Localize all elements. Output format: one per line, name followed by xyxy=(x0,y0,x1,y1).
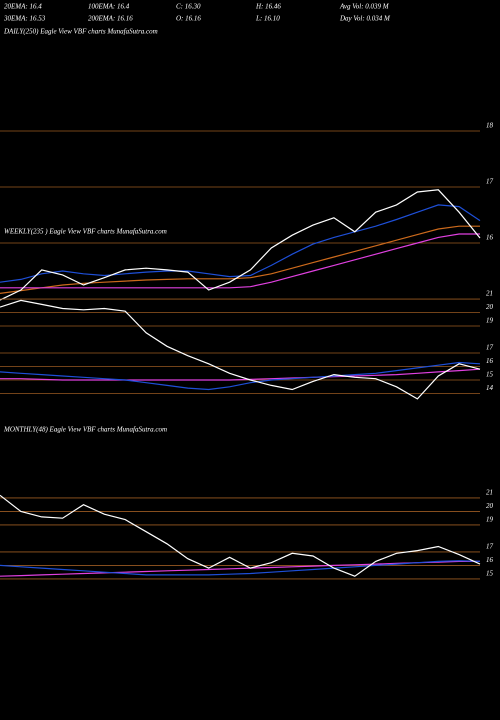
header-stat: Avg Vol: 0.039 M xyxy=(339,3,390,11)
y-tick-label: 16 xyxy=(486,234,494,242)
price-line xyxy=(0,233,480,289)
y-tick-label: 21 xyxy=(486,489,493,497)
y-tick-label: 15 xyxy=(486,570,494,578)
y-tick-label: 20 xyxy=(486,303,494,311)
y-tick-label: 17 xyxy=(486,344,494,352)
header-stat: 20EMA: 16.4 xyxy=(4,3,42,11)
header-stat: Day Vol: 0.034 M xyxy=(339,15,391,23)
y-tick-label: 16 xyxy=(486,357,494,365)
y-tick-label: 21 xyxy=(486,290,493,298)
header-stat: 100EMA: 16.4 xyxy=(88,3,130,11)
header-stat: O: 16.16 xyxy=(176,15,201,23)
price-line xyxy=(0,494,481,577)
y-tick-label: 14 xyxy=(486,384,494,392)
panel-title: WEEKLY(235 ) Eagle View VBF charts Munaf… xyxy=(4,228,167,236)
y-tick-label: 20 xyxy=(486,502,494,510)
header-stat: H: 16.46 xyxy=(255,3,281,11)
price-line xyxy=(0,361,481,391)
y-tick-label: 17 xyxy=(486,178,494,186)
y-tick-label: 16 xyxy=(486,556,494,564)
panel-title: DAILY(250) Eagle View VBF charts MunafaS… xyxy=(3,28,158,36)
header-stat: L: 16.10 xyxy=(255,15,280,23)
y-tick-label: 17 xyxy=(486,543,494,551)
header-stat: C: 16.30 xyxy=(176,3,201,11)
price-line xyxy=(0,299,481,400)
y-tick-label: 15 xyxy=(486,371,494,379)
header-stat: 30EMA: 16.53 xyxy=(3,15,46,23)
y-tick-label: 19 xyxy=(486,516,494,524)
header-stat: 200EMA: 16.16 xyxy=(88,15,133,23)
price-line xyxy=(0,189,481,301)
panel-title: MONTHLY(48) Eagle View VBF charts Munafa… xyxy=(3,426,167,434)
y-tick-label: 19 xyxy=(486,317,494,325)
price-line xyxy=(0,560,481,576)
price-line xyxy=(0,368,481,381)
price-line xyxy=(0,225,480,294)
price-line xyxy=(0,204,481,283)
y-tick-label: 18 xyxy=(486,122,494,130)
